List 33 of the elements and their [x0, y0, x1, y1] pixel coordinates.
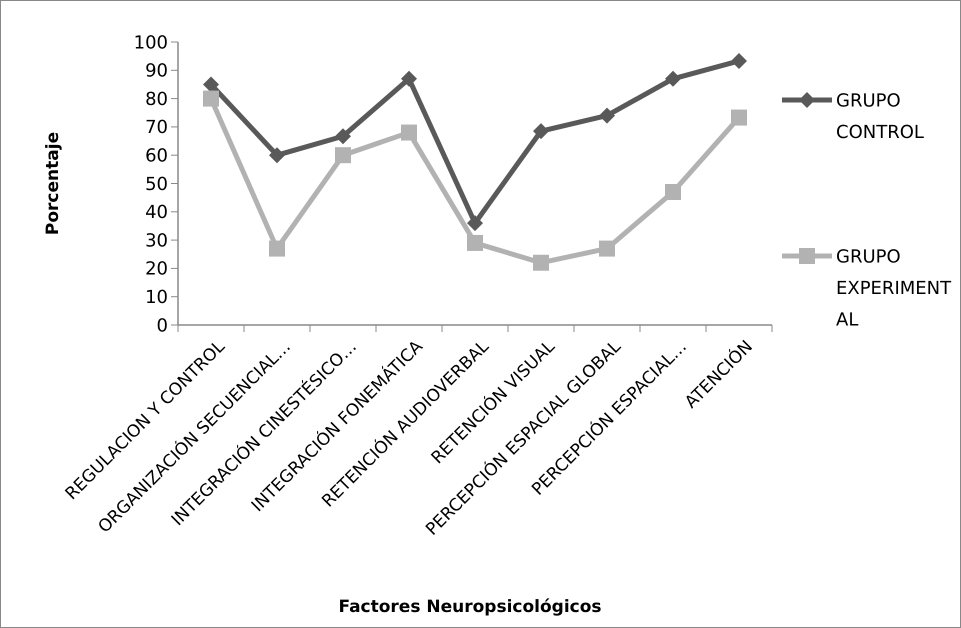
point — [467, 215, 483, 232]
point — [335, 128, 351, 144]
point — [467, 234, 483, 251]
x-axis-title: Factores Neuropsicológicos — [338, 597, 602, 617]
legend-label: GRUPO EXPERIMENTAL — [836, 246, 952, 330]
point — [731, 52, 747, 69]
y-tick-label: 50 — [145, 174, 168, 195]
point — [269, 147, 285, 164]
point — [533, 254, 549, 271]
y-tick-label: 60 — [145, 146, 168, 166]
point — [599, 240, 615, 257]
y-tick-label: 40 — [145, 202, 168, 224]
point — [731, 110, 747, 126]
y-tick-label: 70 — [145, 117, 168, 138]
point — [401, 70, 417, 87]
point — [269, 240, 285, 257]
y-axis-title: Porcentaje — [43, 132, 63, 236]
point — [203, 76, 219, 92]
y-tick-label: 30 — [145, 230, 168, 252]
legend-label: GRUPO CONTROL — [836, 90, 924, 143]
y-tick-label: 80 — [145, 88, 168, 110]
y-tick-label: 100 — [134, 32, 168, 54]
y-tick-label: 0 — [156, 315, 168, 336]
point — [203, 90, 219, 107]
point — [665, 70, 681, 87]
y-tick-label: 90 — [145, 60, 168, 82]
y-tick-label: 20 — [145, 258, 168, 280]
point — [533, 123, 549, 140]
point — [401, 124, 417, 141]
point — [665, 184, 681, 200]
point — [599, 108, 615, 124]
y-tick-label: 10 — [145, 287, 168, 308]
point — [335, 147, 351, 164]
